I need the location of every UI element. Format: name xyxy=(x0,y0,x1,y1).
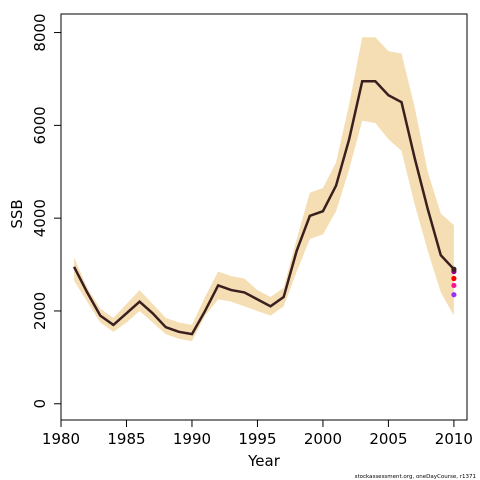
terminal-points xyxy=(451,266,457,298)
x-tick-label: 2005 xyxy=(369,430,407,448)
y-tick-label: 2000 xyxy=(31,292,49,330)
y-tick-label: 6000 xyxy=(31,106,49,144)
y-tick-label: 0 xyxy=(31,399,49,409)
ssb-confidence-band xyxy=(74,37,454,342)
retro-end-point-2 xyxy=(451,282,457,289)
x-tick-label: 1995 xyxy=(238,430,276,448)
x-tick-label: 2010 xyxy=(435,430,473,448)
y-tick-label: 8000 xyxy=(31,13,49,51)
confidence-band xyxy=(74,37,454,342)
series-lines xyxy=(72,80,455,336)
footnote: stockassessment.org, oneDayCourse, r1371 xyxy=(355,474,476,480)
y-tick-label: 4000 xyxy=(31,199,49,237)
y-axis: 0 2000 4000 6000 8000 xyxy=(31,13,62,409)
ssb-estimate-line xyxy=(72,80,455,336)
x-tick-label: 1985 xyxy=(107,430,145,448)
x-tick-label: 1990 xyxy=(173,430,211,448)
retro-end-point-3 xyxy=(451,292,457,298)
x-axis-title: Year xyxy=(247,452,281,470)
x-axis: 1980 1985 1990 1995 2000 2005 2010 xyxy=(42,419,473,448)
retro-end-point-1 xyxy=(451,275,457,282)
x-tick-label: 1980 xyxy=(42,430,80,448)
estimate-end-point xyxy=(451,266,457,272)
y-axis-title: SSB xyxy=(8,199,26,228)
x-tick-label: 2000 xyxy=(304,430,342,448)
